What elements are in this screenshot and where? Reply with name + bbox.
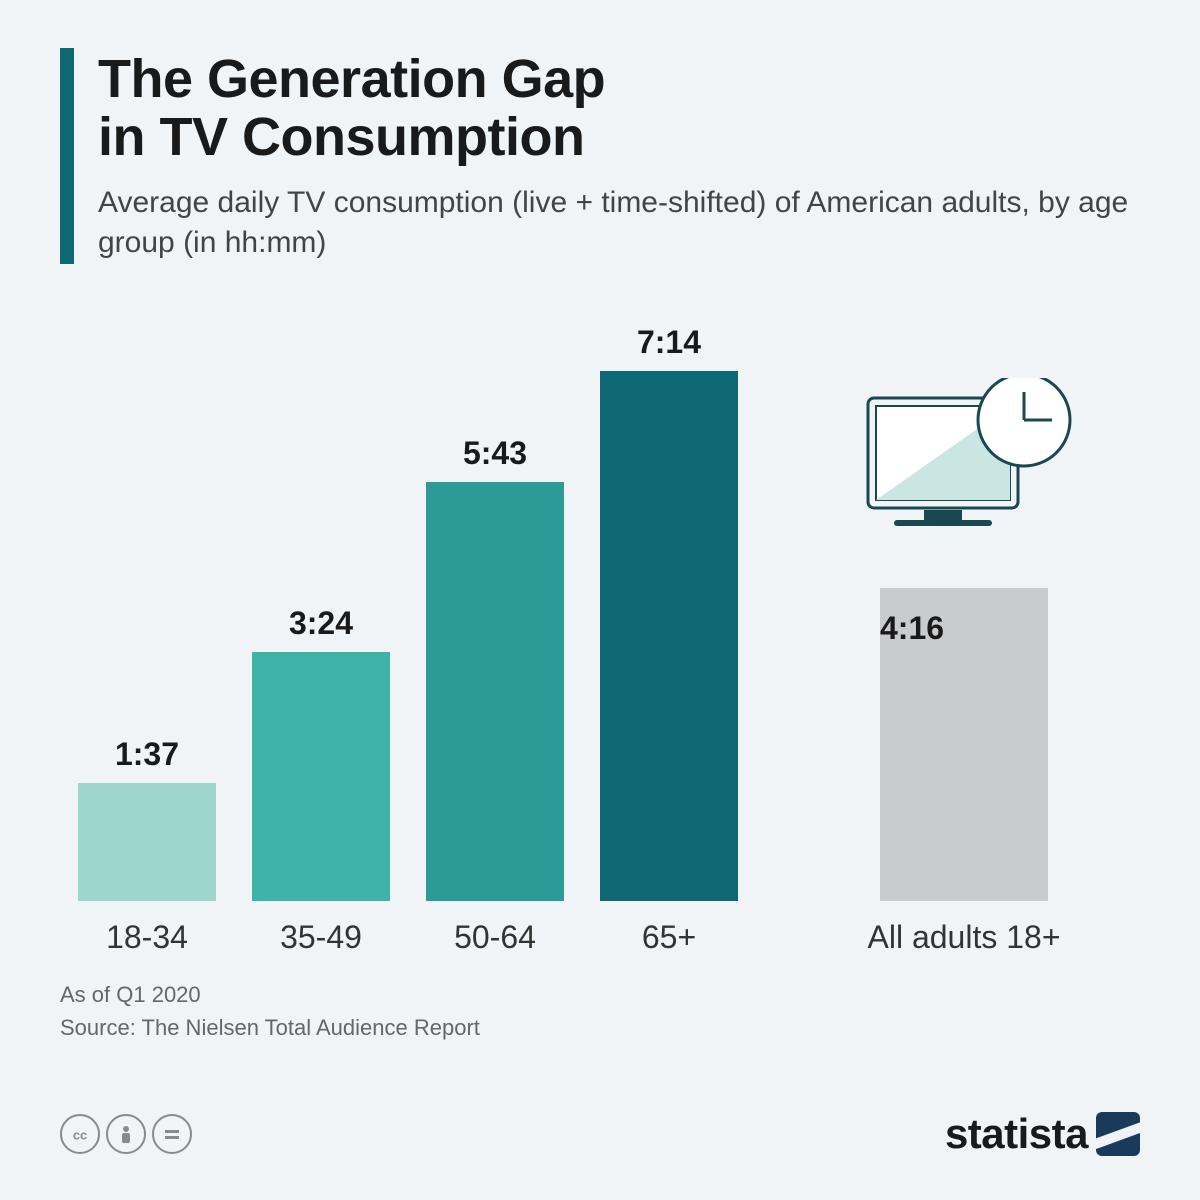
footnote-source: Source: The Nielsen Total Audience Repor…: [60, 1011, 1140, 1044]
bar-label: 18-34: [106, 919, 188, 956]
brand-text: statista: [945, 1110, 1088, 1158]
accent-bar: [60, 48, 74, 264]
bar-value: 7:14: [637, 324, 701, 361]
chart-subtitle: Average daily TV consumption (live + tim…: [98, 183, 1140, 264]
bar-label: 50-64: [454, 919, 536, 956]
bar-group: 3:24 35-49: [246, 605, 396, 956]
main-bar-series: 1:37 18-34 3:24 35-49 5:43 50-64 7:14 65+: [72, 324, 744, 956]
bar-value: 3:24: [289, 605, 353, 642]
bar: [600, 371, 738, 901]
tv-clock-icon: [854, 378, 1074, 558]
title-line-1: The Generation Gap: [98, 49, 605, 109]
header: The Generation Gap in TV Consumption Ave…: [60, 48, 1140, 264]
svg-text:cc: cc: [73, 1128, 87, 1143]
bar-value: 1:37: [115, 736, 179, 773]
bar-group: 5:43 50-64: [420, 435, 570, 956]
cc-icon: cc: [60, 1114, 100, 1154]
summary-bar-group: 4:16 All adults 18+: [874, 588, 1054, 956]
license-icons: cc: [60, 1114, 192, 1154]
by-icon: [106, 1114, 146, 1154]
summary-bar-value: 4:16: [880, 610, 944, 647]
bar-group: 1:37 18-34: [72, 736, 222, 956]
bar-group: 7:14 65+: [594, 324, 744, 956]
title-line-2: in TV Consumption: [98, 107, 584, 167]
bar: [252, 652, 390, 901]
footnotes: As of Q1 2020 Source: The Nielsen Total …: [60, 978, 1140, 1044]
chart-title: The Generation Gap in TV Consumption: [98, 50, 1140, 167]
bar: [78, 783, 216, 901]
title-block: The Generation Gap in TV Consumption Ave…: [98, 48, 1140, 264]
footnote-date: As of Q1 2020: [60, 978, 1140, 1011]
summary-bar-label: All adults 18+: [868, 919, 1061, 956]
summary-column: 4:16 All adults 18+: [874, 588, 1054, 956]
bar: [426, 482, 564, 901]
brand-mark-icon: [1096, 1112, 1140, 1156]
bar-label: 65+: [642, 919, 696, 956]
nd-icon: [152, 1114, 192, 1154]
bar-value: 5:43: [463, 435, 527, 472]
footer: cc statista: [60, 1110, 1140, 1158]
chart-area: 1:37 18-34 3:24 35-49 5:43 50-64 7:14 65+ 4:16 …: [60, 324, 1140, 956]
summary-bar: 4:16: [880, 588, 1048, 901]
brand-logo: statista: [945, 1110, 1140, 1158]
bar-label: 35-49: [280, 919, 362, 956]
